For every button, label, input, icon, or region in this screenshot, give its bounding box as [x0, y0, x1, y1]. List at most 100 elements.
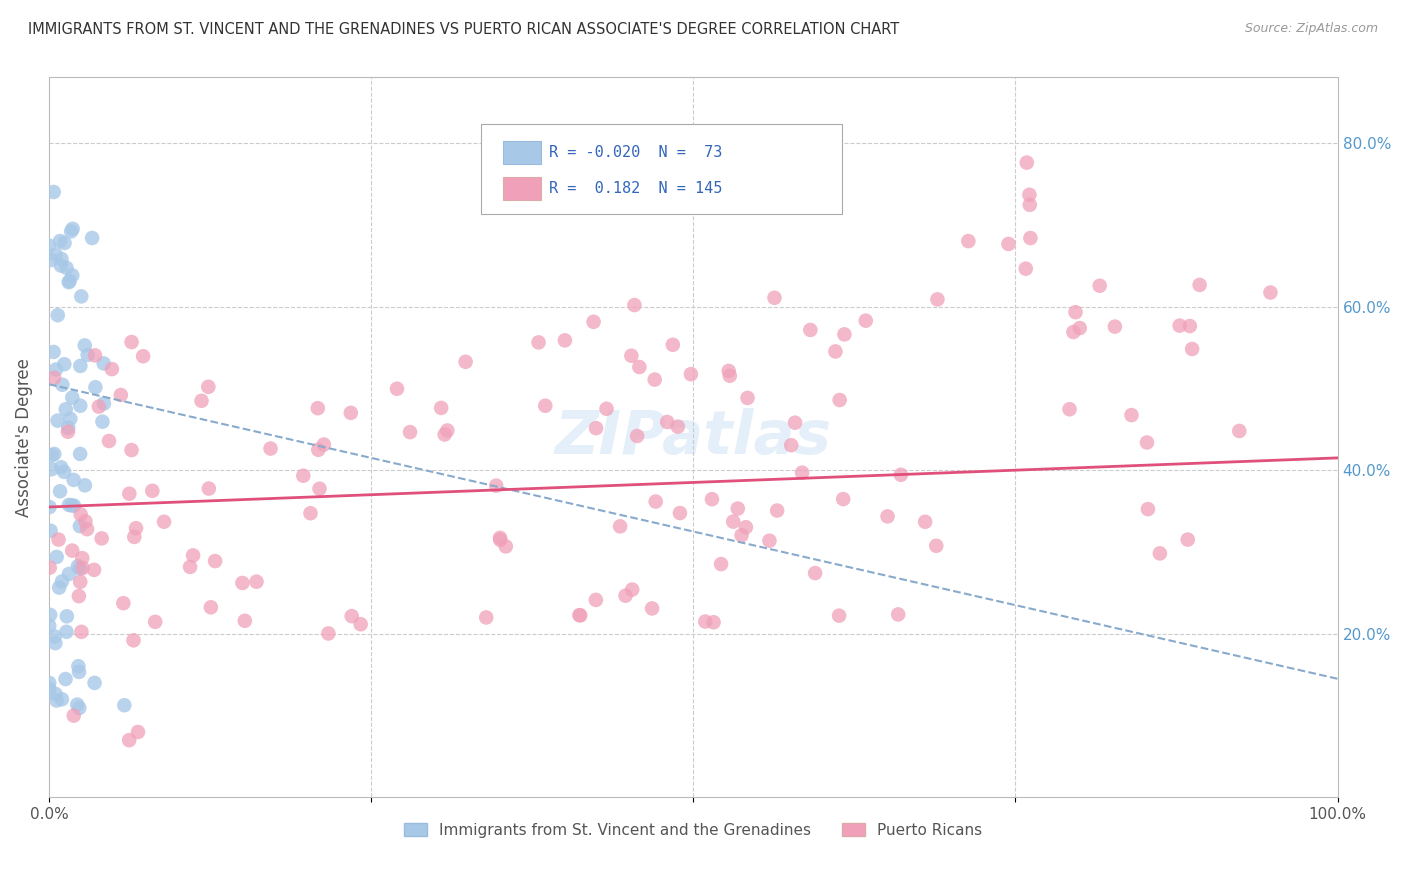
Point [1015, 261, 1038, 276]
Point [42, 345, 65, 359]
Point [621, 582, 644, 597]
Point [69, 399, 91, 413]
Point [307, 442, 329, 457]
Point [318, 626, 340, 640]
Point [1064, 305, 1087, 319]
Point [1062, 325, 1084, 339]
Point [51, 692, 73, 706]
Point [48, 581, 70, 595]
Point [181, 549, 204, 563]
Point [69, 561, 91, 575]
Point [112, 698, 135, 713]
Point [628, 359, 651, 374]
Point [623, 298, 645, 312]
Point [1178, 318, 1201, 333]
Point [792, 466, 814, 480]
Point [55, 624, 77, 639]
Point [41, 462, 63, 476]
Point [67, 665, 90, 679]
Y-axis label: Associate's Degree: Associate's Degree [15, 358, 32, 516]
Point [644, 373, 666, 387]
Point [1015, 155, 1038, 169]
Point [44, 687, 66, 701]
Point [55, 402, 77, 417]
Point [60, 391, 83, 405]
Point [51, 252, 73, 266]
Point [67, 589, 90, 603]
Point [38, 676, 60, 690]
Point [90, 532, 112, 546]
Point [585, 593, 607, 607]
Point [179, 560, 201, 574]
Point [42, 185, 65, 199]
Point [39, 607, 62, 622]
Point [657, 415, 679, 429]
Point [69, 574, 91, 589]
Point [38, 682, 60, 697]
Point [824, 344, 846, 359]
Point [626, 429, 648, 443]
Point [93, 396, 115, 410]
Point [56, 609, 79, 624]
Point [718, 368, 741, 383]
Point [1260, 285, 1282, 300]
Point [55, 260, 77, 275]
Point [783, 416, 806, 430]
Point [1149, 546, 1171, 560]
Point [644, 494, 666, 508]
Point [44, 636, 66, 650]
Point [60, 224, 83, 238]
Point [44, 447, 66, 461]
Point [53, 465, 76, 479]
Point [700, 492, 723, 507]
Point [141, 483, 163, 498]
Point [132, 349, 155, 363]
Point [58, 275, 80, 289]
Point [485, 478, 508, 492]
Point [925, 539, 948, 553]
Point [143, 615, 166, 629]
Point [495, 540, 517, 554]
Point [70, 551, 93, 566]
Point [595, 401, 617, 416]
Point [914, 515, 936, 529]
Point [153, 515, 176, 529]
Point [669, 506, 692, 520]
Point [527, 335, 550, 350]
Point [679, 367, 702, 381]
Point [489, 531, 512, 545]
Text: R = -0.020  N =  73: R = -0.020 N = 73 [548, 145, 723, 160]
Point [125, 521, 148, 535]
Point [231, 576, 253, 591]
Point [730, 528, 752, 542]
Point [766, 503, 789, 517]
Point [695, 615, 717, 629]
Point [614, 589, 637, 603]
Point [1136, 502, 1159, 516]
Point [1018, 187, 1040, 202]
Point [69, 447, 91, 461]
Point [58, 421, 80, 435]
Point [475, 610, 498, 624]
Point [51, 377, 73, 392]
Point [312, 437, 335, 451]
Point [49, 234, 72, 248]
Text: IMMIGRANTS FROM ST. VINCENT AND THE GRENADINES VS PUERTO RICAN ASSOCIATE'S DEGRE: IMMIGRANTS FROM ST. VINCENT AND THE GREN… [28, 22, 900, 37]
Point [60, 268, 83, 283]
Point [569, 608, 592, 623]
Point [554, 334, 576, 348]
Point [51, 574, 73, 589]
Point [1069, 321, 1091, 335]
Point [855, 313, 877, 327]
Point [84, 380, 107, 394]
Point [710, 557, 733, 571]
Point [69, 508, 91, 522]
Point [832, 492, 855, 507]
Point [87, 400, 110, 414]
Point [1181, 342, 1204, 356]
Point [98, 434, 121, 448]
Point [350, 617, 373, 632]
Point [662, 338, 685, 352]
Point [399, 425, 422, 439]
Point [49, 484, 72, 499]
